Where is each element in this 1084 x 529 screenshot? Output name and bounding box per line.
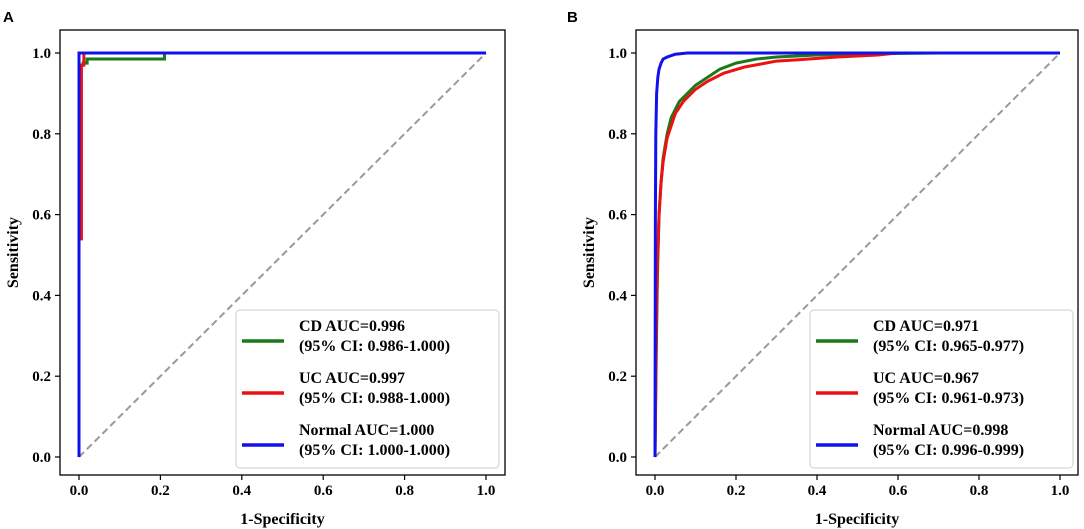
y-axis-label: Sensitivity [5,217,22,288]
panel-b: B 0.0 0.2 0.4 0.6 0.8 1.0 0.0 0.2 0.4 0.6 0.8 1.0 1-S… [567,9,1079,528]
y-tick-label: 0.2 [608,369,627,385]
x-axis-label: 1-Specificity [815,511,899,528]
x-tick-label: 0.2 [727,483,746,499]
plot-frame [635,29,1079,476]
y-tick-label: 0.4 [32,288,51,304]
legend-ci-normal: (95% CI: 0.996-0.999) [873,442,1024,459]
y-tick-label: 0.0 [32,450,51,466]
y-axis-label: Sensitivity [581,217,598,288]
y-tick-label: 0.4 [608,288,627,304]
legend-ci-cd: (95% CI: 0.986-1.000) [299,338,450,355]
legend-box [235,309,500,469]
y-tick-label: 0.8 [32,127,51,143]
legend-box [809,309,1074,469]
x-tick-label: 0.8 [970,483,989,499]
legend-ci-uc: (95% CI: 0.961-0.973) [873,390,1024,407]
y-tick-label: 0.6 [608,208,627,224]
x-tick-label: 0.4 [808,483,827,499]
panel-a: A 0.0 0.2 0.4 0.6 0.8 1.0 0.0 0.2 0.4 0.6 0.8 1.0 1-S… [3,9,506,528]
legend-ci-normal: (95% CI: 1.000-1.000) [299,442,450,459]
legend-ci-uc: (95% CI: 0.988-1.000) [299,390,450,407]
x-tick-label: 0.0 [70,483,89,499]
y-tick-label: 1.0 [608,46,627,62]
legend-label-cd: CD AUC=0.996 [299,318,405,335]
x-tick-label: 1.0 [1051,483,1070,499]
legend-label-normal: Normal AUC=1.000 [299,422,434,439]
legend: CD AUC=0.996 (95% CI: 0.986-1.000) UC AUC=… [235,309,500,469]
y-tick-label: 1.0 [32,46,51,62]
legend-label-uc: UC AUC=0.967 [873,370,979,387]
x-tick-label: 0.8 [395,483,414,499]
plot-frame [59,29,506,476]
y-tick-label: 0.6 [32,208,51,224]
x-tick-label: 0.0 [646,483,665,499]
legend-label-normal: Normal AUC=0.998 [873,422,1008,439]
legend-label-cd: CD AUC=0.971 [873,318,979,335]
y-tick-label: 0.2 [32,369,51,385]
x-axis-label: 1-Specificity [240,511,324,528]
x-tick-label: 0.6 [314,483,333,499]
x-tick-label: 0.2 [151,483,170,499]
roc-curve-uc [653,51,1060,458]
chance-diagonal-line [654,52,1061,458]
legend-ci-cd: (95% CI: 0.965-0.977) [873,338,1024,355]
x-tick-label: 0.6 [889,483,908,499]
roc-curve-normal [653,51,1060,458]
roc-curve-normal [77,51,486,457]
x-tick-label: 0.4 [232,483,251,499]
chance-diagonal-line [78,52,487,458]
panel-letter: A [3,9,14,26]
legend: CD AUC=0.971 (95% CI: 0.965-0.977) UC AUC=… [809,309,1074,469]
x-tick-label: 1.0 [477,483,496,499]
y-tick-label: 0.0 [608,450,627,466]
panel-letter: B [567,9,578,26]
y-tick-label: 0.8 [608,127,627,143]
legend-label-uc: UC AUC=0.997 [299,370,405,387]
